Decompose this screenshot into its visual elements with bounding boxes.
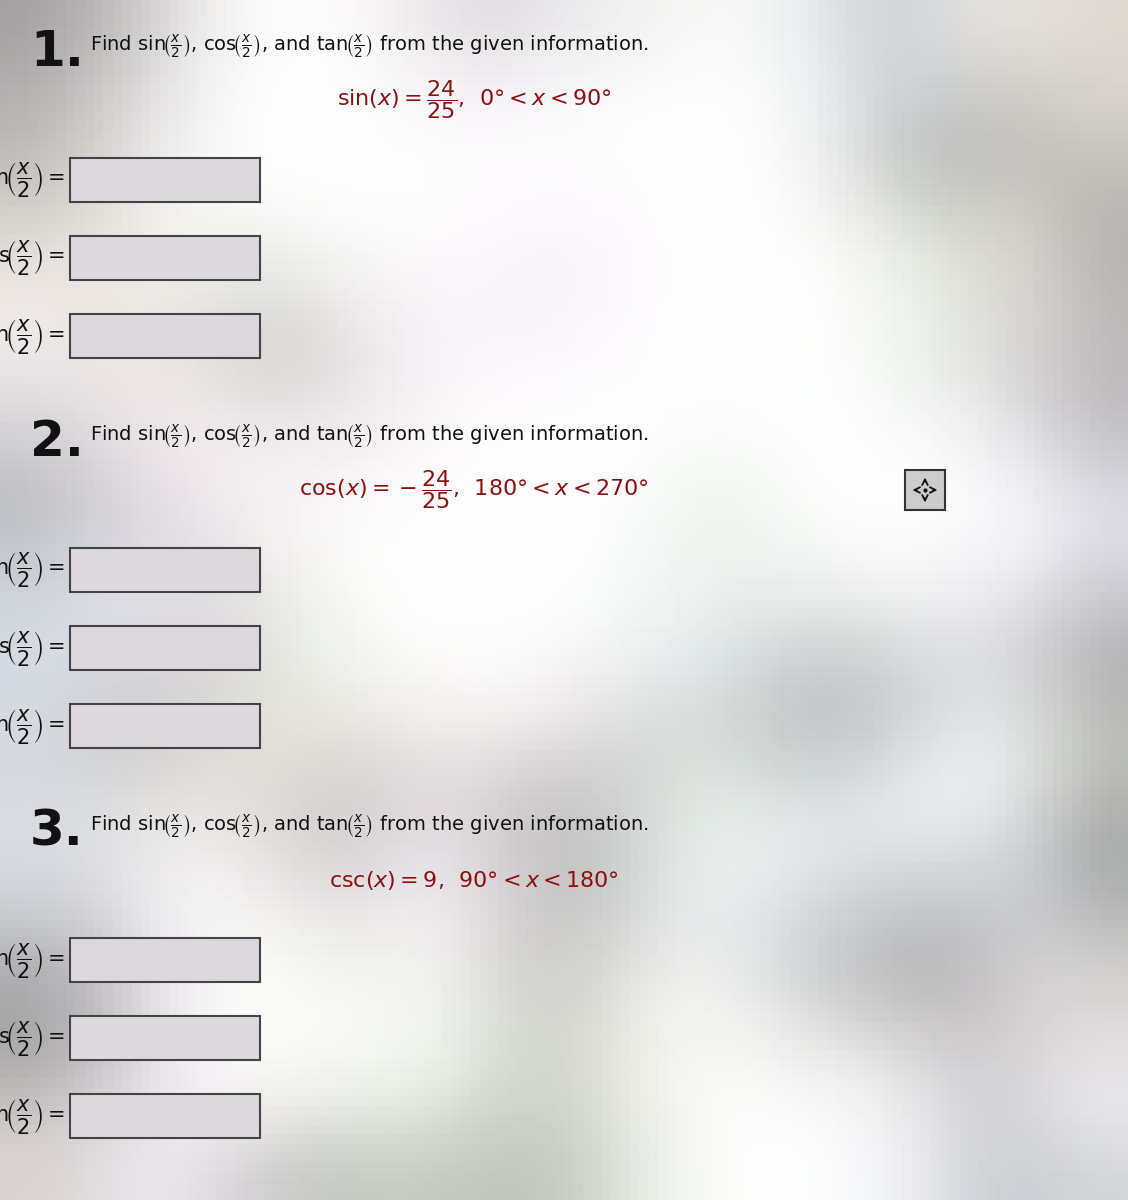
Text: $\mathrm{sin}\!\left(\dfrac{x}{2}\right) =$: $\mathrm{sin}\!\left(\dfrac{x}{2}\right)… [0,941,65,979]
FancyBboxPatch shape [70,548,259,592]
FancyBboxPatch shape [70,938,259,982]
FancyBboxPatch shape [70,626,259,670]
Text: $\mathrm{tan}\!\left(\dfrac{x}{2}\right) =$: $\mathrm{tan}\!\left(\dfrac{x}{2}\right)… [0,707,65,745]
FancyBboxPatch shape [70,314,259,358]
Text: 3.: 3. [30,808,83,856]
FancyBboxPatch shape [70,1016,259,1060]
Text: 2.: 2. [30,418,83,466]
Text: Find $\mathrm{sin}\!\left(\frac{x}{2}\right)$, $\mathrm{cos}\!\left(\frac{x}{2}\: Find $\mathrm{sin}\!\left(\frac{x}{2}\ri… [90,814,649,841]
Text: $\mathrm{cos}\!\left(\dfrac{x}{2}\right) =$: $\mathrm{cos}\!\left(\dfrac{x}{2}\right)… [0,1019,65,1057]
FancyBboxPatch shape [70,236,259,280]
FancyBboxPatch shape [70,158,259,202]
Text: Find $\mathrm{sin}\!\left(\frac{x}{2}\right)$, $\mathrm{cos}\!\left(\frac{x}{2}\: Find $\mathrm{sin}\!\left(\frac{x}{2}\ri… [90,32,649,61]
Text: $\mathrm{sin}\!\left(\dfrac{x}{2}\right) =$: $\mathrm{sin}\!\left(\dfrac{x}{2}\right)… [0,551,65,589]
Text: $\mathrm{cos}(x) = -\dfrac{24}{25}$,  $180° < x < 270°$: $\mathrm{cos}(x) = -\dfrac{24}{25}$, $18… [299,468,649,511]
Text: 1.: 1. [30,28,83,76]
Text: $\mathrm{sin}\!\left(\dfrac{x}{2}\right) =$: $\mathrm{sin}\!\left(\dfrac{x}{2}\right)… [0,161,65,199]
Text: $\mathrm{csc}(x) = 9$,  $90° < x < 180°$: $\mathrm{csc}(x) = 9$, $90° < x < 180°$ [328,869,619,892]
Text: $\mathrm{tan}\!\left(\dfrac{x}{2}\right) =$: $\mathrm{tan}\!\left(\dfrac{x}{2}\right)… [0,317,65,355]
FancyBboxPatch shape [70,1094,259,1138]
Text: $\mathrm{cos}\!\left(\dfrac{x}{2}\right) =$: $\mathrm{cos}\!\left(\dfrac{x}{2}\right)… [0,239,65,277]
FancyBboxPatch shape [70,704,259,748]
Text: $\mathrm{tan}\!\left(\dfrac{x}{2}\right) =$: $\mathrm{tan}\!\left(\dfrac{x}{2}\right)… [0,1097,65,1135]
Text: $\mathrm{sin}(x) = \dfrac{24}{25}$,  $0° < x < 90°$: $\mathrm{sin}(x) = \dfrac{24}{25}$, $0° … [336,78,611,121]
Text: Find $\mathrm{sin}\!\left(\frac{x}{2}\right)$, $\mathrm{cos}\!\left(\frac{x}{2}\: Find $\mathrm{sin}\!\left(\frac{x}{2}\ri… [90,422,649,451]
FancyBboxPatch shape [905,470,945,510]
Text: $\mathrm{cos}\!\left(\dfrac{x}{2}\right) =$: $\mathrm{cos}\!\left(\dfrac{x}{2}\right)… [0,629,65,667]
